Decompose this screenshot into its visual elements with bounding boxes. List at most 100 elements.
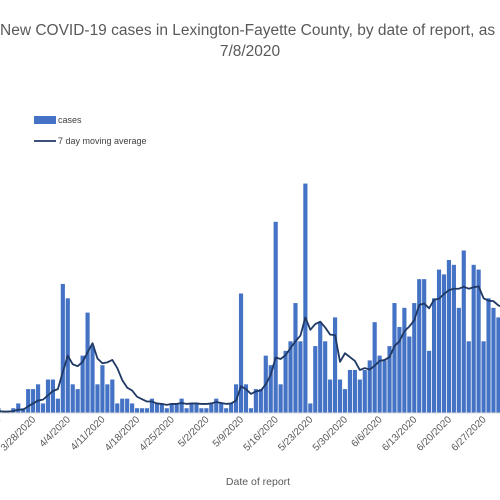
bar-cases	[397, 326, 402, 413]
bar-cases	[95, 384, 100, 413]
bar-cases	[422, 279, 427, 413]
bar-cases	[471, 264, 476, 413]
moving-average-line	[0, 285, 500, 413]
bar-cases	[40, 403, 46, 413]
bar-cases	[496, 317, 500, 413]
bar-cases	[125, 398, 130, 413]
bar-cases	[26, 389, 31, 413]
bar-cases	[60, 283, 65, 413]
bar-cases	[179, 398, 184, 413]
bar-cases	[337, 379, 343, 413]
bar-cases	[75, 389, 80, 413]
bar-cases	[199, 408, 204, 413]
bar-cases	[110, 379, 115, 413]
bar-cases	[362, 369, 367, 413]
bar-cases	[303, 183, 308, 413]
bar-cases	[432, 298, 437, 413]
bar-cases	[204, 408, 209, 413]
bar-cases	[491, 307, 496, 413]
bar-cases	[209, 403, 214, 413]
legend-label-moving-average: 7 day moving average	[58, 136, 147, 146]
bar-cases	[36, 384, 41, 413]
bar-cases	[189, 403, 194, 413]
bar-cases	[139, 408, 145, 413]
bar-cases	[283, 350, 288, 413]
bar-cases	[352, 369, 357, 413]
bar-cases	[184, 408, 189, 413]
bar-cases	[357, 379, 362, 413]
bar-cases	[481, 341, 486, 413]
x-tick-label: 6/6/2020	[349, 414, 385, 450]
bar-cases	[154, 403, 159, 413]
bar-cases	[159, 403, 164, 413]
bar-cases	[238, 293, 244, 413]
x-tick-label: 4/11/2020	[69, 414, 108, 453]
bar-cases	[243, 384, 249, 413]
x-tick-label: 5/30/2020	[311, 414, 351, 454]
legend-label-cases: cases	[58, 115, 82, 125]
bar-cases	[21, 408, 26, 413]
chart-title-line1: New COVID-19 cases in Lexington-Fayette …	[0, 22, 500, 39]
bar-cases	[80, 355, 85, 413]
bar-cases	[105, 384, 110, 413]
x-tick-label: 3/28/2020	[0, 414, 39, 454]
bar-cases	[219, 403, 224, 413]
bar-cases	[466, 341, 471, 413]
bar-cases	[293, 303, 298, 413]
bar-cases	[308, 403, 313, 413]
bar-cases	[427, 350, 432, 413]
bar-cases	[258, 389, 263, 413]
x-axis-title: Date of report	[226, 476, 290, 488]
bar-cases	[273, 221, 278, 413]
bar-cases	[135, 408, 140, 413]
bar-cases	[417, 279, 422, 413]
bar-cases	[130, 403, 135, 413]
bar-cases	[31, 389, 36, 413]
x-tick-label: 6/27/2020	[449, 414, 489, 454]
bar-cases	[248, 408, 253, 413]
bar-cases	[55, 398, 60, 413]
bar-cases	[169, 403, 174, 413]
bar-cases	[372, 322, 377, 413]
bar-cases	[382, 360, 387, 413]
bar-cases	[149, 398, 154, 413]
bar-cases	[318, 322, 323, 413]
bar-cases	[441, 274, 447, 413]
bar-cases	[446, 260, 451, 413]
bar-cases	[461, 250, 466, 413]
chart-title-line2: 7/8/2020	[219, 43, 281, 60]
bar-cases	[298, 341, 303, 413]
bar-series	[0, 183, 500, 413]
bar-cases	[342, 389, 348, 413]
bar-cases	[476, 269, 481, 413]
bar-cases	[392, 303, 397, 413]
chart-title: New COVID-19 cases in Lexington-Fayette …	[0, 20, 500, 62]
bar-cases	[70, 384, 75, 413]
bar-cases	[268, 365, 273, 413]
bar-cases	[407, 336, 412, 413]
bar-cases	[436, 269, 442, 413]
x-tick-label: 5/9/2020	[211, 414, 247, 450]
bar-cases	[120, 398, 125, 413]
x-tick-label: 4/4/2020	[38, 414, 74, 450]
bar-cases	[387, 346, 392, 413]
bar-cases	[412, 303, 417, 413]
bar-cases	[164, 408, 169, 413]
x-tick-label: 6/20/2020	[415, 414, 455, 454]
bar-cases	[278, 384, 283, 413]
bar-cases	[377, 355, 382, 413]
x-tick-label: 4/18/2020	[103, 414, 143, 454]
bar-cases	[333, 317, 338, 413]
bar-cases	[328, 379, 333, 413]
x-tick-label: 5/16/2020	[242, 414, 282, 454]
bar-cases	[85, 312, 90, 413]
x-tick-label: 5/23/2020	[276, 414, 316, 454]
bar-cases	[456, 307, 461, 413]
bar-cases	[367, 360, 372, 413]
bar-cases	[16, 403, 21, 413]
legend: cases 7 day moving average	[34, 115, 147, 146]
bar-cases	[90, 346, 95, 413]
bar-cases	[224, 408, 229, 413]
bar-cases	[144, 408, 150, 413]
